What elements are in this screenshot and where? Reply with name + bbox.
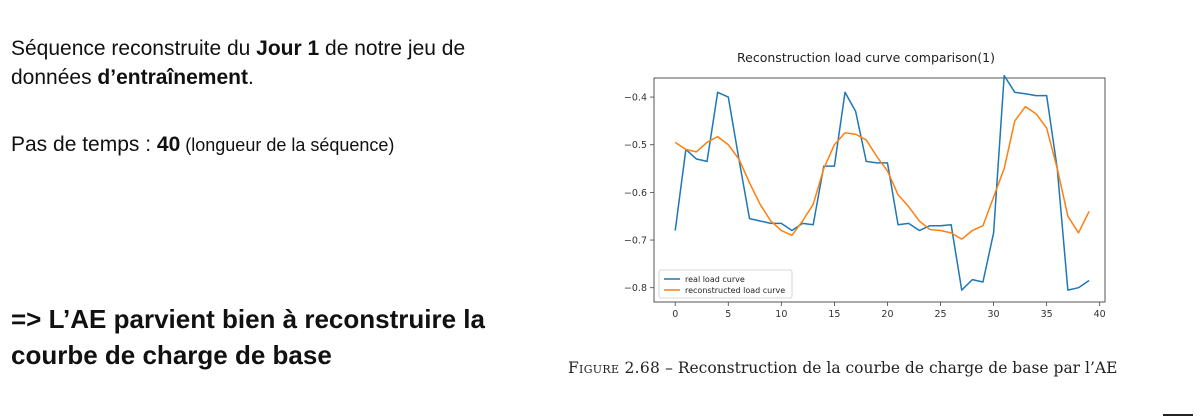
text-run: . [247, 66, 254, 89]
x-tick-label: 5 [725, 309, 731, 320]
corner-line [1163, 414, 1193, 416]
bold-run: d’entraînement [97, 66, 248, 89]
legend-label: reconstructed load curve [685, 286, 785, 295]
x-tick-label: 0 [672, 309, 678, 320]
y-tick-label: −0.5 [624, 140, 647, 151]
bold-run: Jour 1 [256, 37, 320, 60]
legend-label: real load curve [685, 275, 745, 284]
bold-run: 40 [156, 133, 181, 156]
axes: 0 5 10 15 20 25 30 35 40 −0.8 −0.7 −0.6 −0.5 −0.4 [624, 93, 1106, 320]
chart-title: Reconstruction load curve comparison(1) [737, 50, 995, 65]
x-tick-label: 35 [1041, 309, 1053, 320]
paragraph-timesteps: Pas de temps : 40 (longueur de la séquen… [11, 130, 571, 160]
text-run: Pas de temps : [11, 133, 157, 156]
x-tick-label: 10 [775, 309, 787, 320]
y-tick-label: −0.7 [624, 236, 647, 247]
legend-box [658, 269, 793, 299]
y-tick-label: −0.6 [624, 188, 647, 199]
figure-caption: Figure 2.68 – Reconstruction de la courb… [568, 359, 1198, 377]
x-tick-label: 40 [1094, 309, 1106, 320]
line-chart: Reconstruction load curve comparison(1) … [624, 50, 1106, 320]
series-line-reconstructed [674, 105, 1090, 240]
x-tick-label: 20 [881, 309, 893, 320]
text-run: de notre jeu de données [11, 37, 466, 89]
x-tick-label: 15 [828, 309, 840, 320]
paragraph-day-description: Séquence reconstruite du Jour 1 de notre… [11, 34, 551, 92]
x-tick-label: 30 [988, 309, 1000, 320]
chart-legend: real load curve reconstructed load curve [658, 269, 793, 299]
conclusion-text: => L’AE parvient bien à reconstruire la … [11, 304, 485, 370]
y-tick-label: −0.4 [624, 93, 647, 104]
y-tick-label: −0.8 [624, 283, 647, 294]
series-lines [674, 74, 1090, 291]
text-run: Séquence reconstruite du [11, 37, 257, 60]
caption-label: Figure 2.68 [568, 359, 661, 377]
x-tick-label: 25 [934, 309, 946, 320]
text-run: (longueur de la séquence) [180, 135, 395, 155]
plot-frame [653, 77, 1106, 303]
caption-text: – Reconstruction de la courbe de charge … [660, 359, 1118, 377]
